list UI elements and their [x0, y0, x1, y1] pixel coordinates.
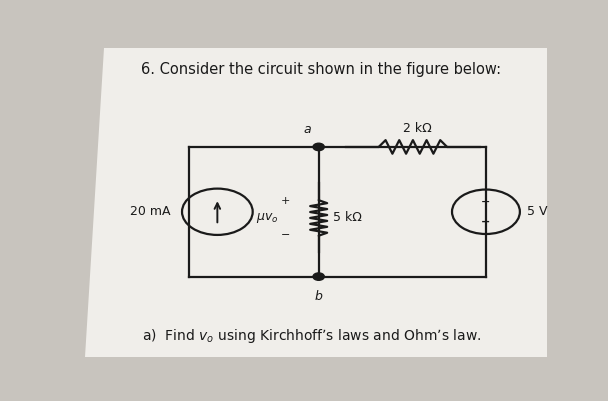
Text: +: +	[482, 217, 491, 227]
Text: −: −	[281, 230, 291, 240]
Text: 5 kΩ: 5 kΩ	[333, 211, 362, 225]
Text: a: a	[303, 123, 311, 136]
Text: a)  Find $v_o$ using Kirchhoff’s laws and Ohm’s law.: a) Find $v_o$ using Kirchhoff’s laws and…	[142, 326, 482, 344]
Text: 5 V: 5 V	[527, 205, 547, 218]
Text: +: +	[281, 196, 291, 206]
Text: $\mu v_o$: $\mu v_o$	[256, 211, 278, 225]
Text: −: −	[482, 197, 491, 207]
Text: b: b	[315, 290, 323, 303]
Circle shape	[313, 143, 324, 151]
Text: 20 mA: 20 mA	[130, 205, 170, 218]
Text: 6. Consider the circuit shown in the figure below:: 6. Consider the circuit shown in the fig…	[141, 62, 501, 77]
Circle shape	[313, 273, 324, 280]
Text: 2 kΩ: 2 kΩ	[403, 122, 432, 135]
Polygon shape	[85, 48, 547, 357]
